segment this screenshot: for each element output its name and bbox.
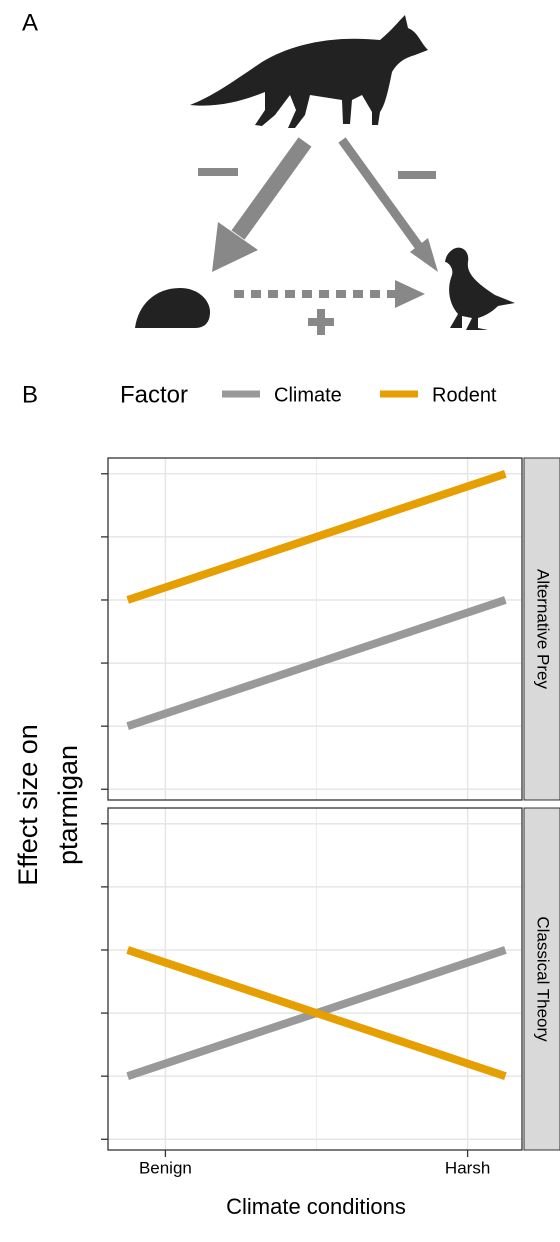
series-line (126, 596, 507, 730)
legend-title: Factor (120, 381, 188, 408)
vole-icon (135, 288, 210, 328)
facet-strip (523, 457, 560, 801)
ptarmigan-icon (445, 247, 515, 330)
diagram (135, 15, 515, 335)
facet-strip (523, 807, 560, 1151)
panel-label: B (22, 381, 38, 408)
x-tick-label: Benign (139, 1158, 192, 1177)
series-line (126, 946, 507, 1080)
panel-label: A (22, 9, 38, 36)
panel-background (108, 458, 522, 800)
x-tick-label: Harsh (445, 1158, 490, 1177)
fox-icon (190, 15, 428, 128)
panel-border (107, 807, 523, 1151)
legend-label: Rodent (432, 384, 497, 406)
series-line (126, 469, 507, 604)
arrows (198, 137, 438, 335)
facet-label: Alternative Prey (534, 569, 553, 689)
legend-label: Climate (274, 384, 342, 406)
panel-background (108, 808, 522, 1150)
panel-border (107, 457, 523, 801)
y-axis-label: ptarmigan (53, 745, 83, 865)
facet-label: Classical Theory (534, 916, 553, 1042)
y-axis-label: Effect size on (13, 724, 43, 886)
x-axis-label: Climate conditions (226, 1194, 406, 1219)
